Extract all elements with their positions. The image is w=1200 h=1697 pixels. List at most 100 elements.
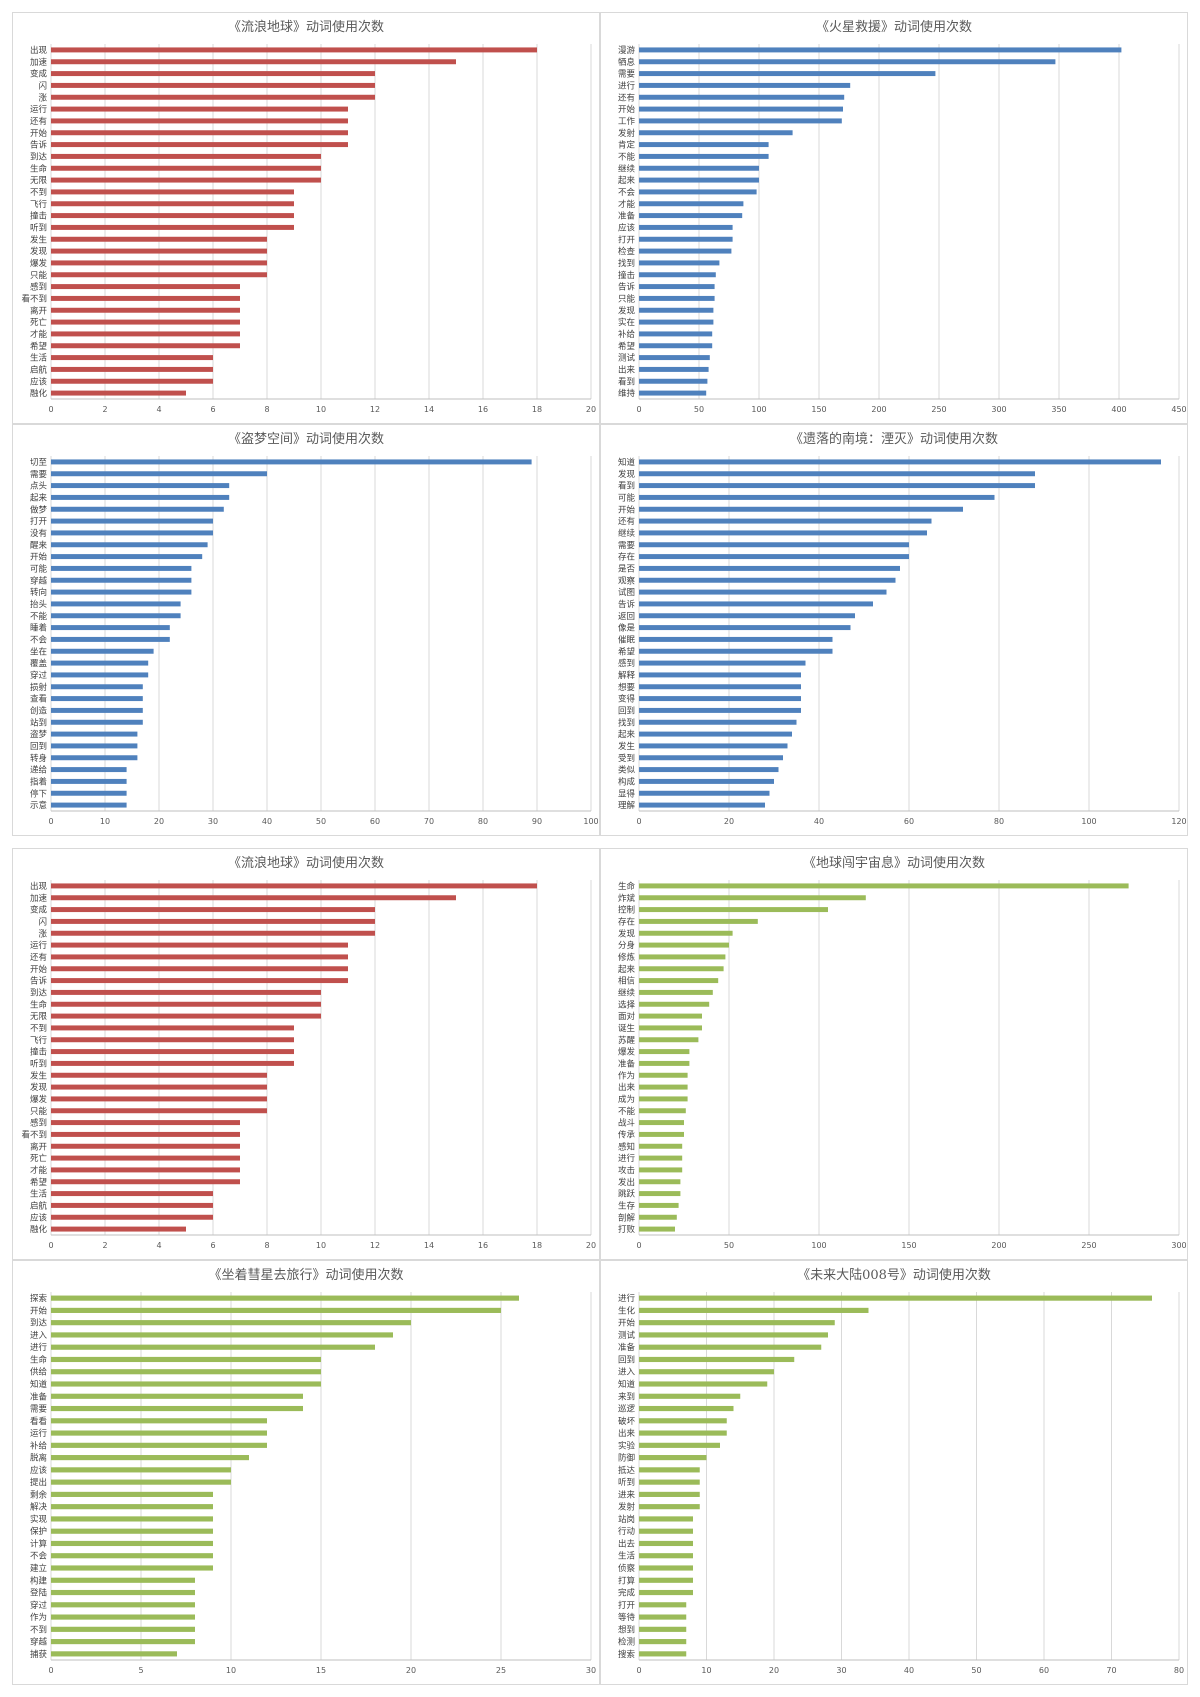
bar: [51, 1553, 213, 1559]
x-tick-label: 100: [811, 1241, 826, 1250]
x-tick-label: 60: [904, 817, 914, 826]
x-tick-label: 0: [636, 817, 641, 826]
category-label: 融化: [30, 388, 48, 399]
category-label: 实在: [618, 317, 635, 328]
bar: [639, 459, 1161, 465]
category-label: 点头: [30, 481, 48, 492]
bar: [51, 260, 267, 266]
category-label: 死亡: [30, 1153, 48, 1164]
bar: [51, 1455, 249, 1461]
bar-chart: 《流浪地球》动词使用次数 0 2 4 6 8 10 12 14 16 18 20 出现加速变成闪涨运行还…: [21, 855, 596, 1250]
x-tick-label: 0: [48, 405, 53, 414]
x-tick-label: 30: [836, 1666, 846, 1675]
category-label: 完成: [618, 1588, 636, 1599]
x-tick-label: 120: [1171, 817, 1186, 826]
bar: [639, 1553, 693, 1559]
bar: [639, 1332, 828, 1338]
bar: [51, 731, 138, 737]
bar: [51, 319, 240, 325]
bar: [639, 284, 715, 290]
category-label: 返回: [618, 611, 635, 622]
category-label: 不到: [30, 1024, 47, 1034]
category-label: 发生: [30, 1070, 48, 1081]
category-label: 启航: [30, 1200, 48, 1211]
bar: [639, 1120, 684, 1126]
bar: [51, 1430, 267, 1436]
category-label: 继续: [618, 987, 636, 998]
bar: [639, 1072, 688, 1078]
category-label: 作为: [30, 1612, 47, 1623]
bar: [51, 802, 127, 808]
category-label: 生命: [30, 999, 48, 1010]
bar: [639, 554, 909, 560]
bar: [51, 483, 230, 489]
category-label: 供给: [30, 1367, 48, 1378]
category-label: 来到: [618, 1392, 635, 1402]
bar: [51, 895, 456, 901]
bar: [51, 1639, 195, 1645]
category-label: 爆发: [30, 258, 48, 269]
category-label: 飞行: [30, 1035, 48, 1046]
category-label: 出来: [618, 364, 636, 375]
bar: [639, 1179, 681, 1185]
category-label: 变得: [618, 694, 636, 705]
x-tick-label: 5: [138, 1666, 143, 1675]
x-tick-label: 450: [1171, 405, 1186, 414]
bar: [639, 1108, 686, 1114]
bar: [51, 907, 375, 913]
category-label: 检查: [618, 246, 636, 257]
category-label: 可能: [30, 563, 48, 574]
chart-panel-8: 《未来大陆008号》动词使用次数 0 10 20 30 40 50 60 70 80 进行 生化 开始测…: [600, 1260, 1188, 1685]
bar: [639, 1214, 677, 1220]
x-tick-label: 20: [406, 1666, 416, 1675]
category-label: 发射: [618, 1502, 636, 1513]
category-label: 登陆: [30, 1588, 48, 1599]
bar: [51, 272, 267, 278]
category-label: 加速: [30, 893, 48, 904]
bar: [639, 1191, 681, 1197]
category-label: 发现: [618, 469, 636, 480]
bar: [639, 506, 963, 512]
category-label: 成为: [618, 1094, 635, 1105]
bar: [639, 94, 845, 100]
category-label: 建立: [30, 1563, 48, 1574]
category-label: 进来: [618, 1490, 636, 1500]
x-tick-label: 16: [478, 1241, 488, 1250]
category-label: 侦察: [618, 1563, 636, 1574]
bar: [51, 343, 240, 349]
bar-chart: 《坐着彗星去旅行》动词使用次数 0 5 10 15 20 25 30 探索开始到达进入进行生命供…: [30, 1267, 596, 1675]
category-label: 运行: [30, 940, 48, 951]
bar: [51, 378, 213, 384]
x-tick-label: 0: [636, 1666, 641, 1675]
x-tick-label: 200: [871, 405, 886, 414]
bar: [639, 47, 1122, 53]
x-tick-label: 100: [751, 405, 766, 414]
bar: [639, 1001, 710, 1007]
bar: [639, 1393, 741, 1399]
bar: [51, 1344, 375, 1350]
x-tick-label: 0: [48, 1241, 53, 1250]
bar: [639, 1096, 688, 1102]
bar: [51, 1602, 195, 1608]
category-label: 进行: [618, 1293, 636, 1304]
category-label: 剖解: [618, 1212, 636, 1223]
category-label: 撞击: [618, 270, 635, 281]
bar: [639, 1381, 768, 1387]
bar: [51, 459, 532, 465]
bar: [639, 802, 765, 808]
bar: [639, 390, 707, 396]
bar: [51, 684, 143, 690]
bar: [639, 589, 887, 595]
category-label: 出去: [618, 1538, 636, 1549]
bar: [51, 1369, 321, 1375]
bar: [639, 895, 866, 901]
x-tick-label: 100: [1081, 817, 1096, 826]
category-label: 覆盖: [30, 658, 48, 669]
category-label: 开始: [30, 128, 48, 139]
category-label: 牺息: [618, 57, 636, 68]
bar: [639, 613, 855, 619]
bar-chart: 《遗落的南境：湮灭》动词使用次数 0 20 40 60 80 100 120 知道发现看到可能开…: [618, 431, 1187, 826]
bar: [639, 672, 801, 678]
bar: [639, 1013, 702, 1019]
bar: [639, 648, 833, 654]
